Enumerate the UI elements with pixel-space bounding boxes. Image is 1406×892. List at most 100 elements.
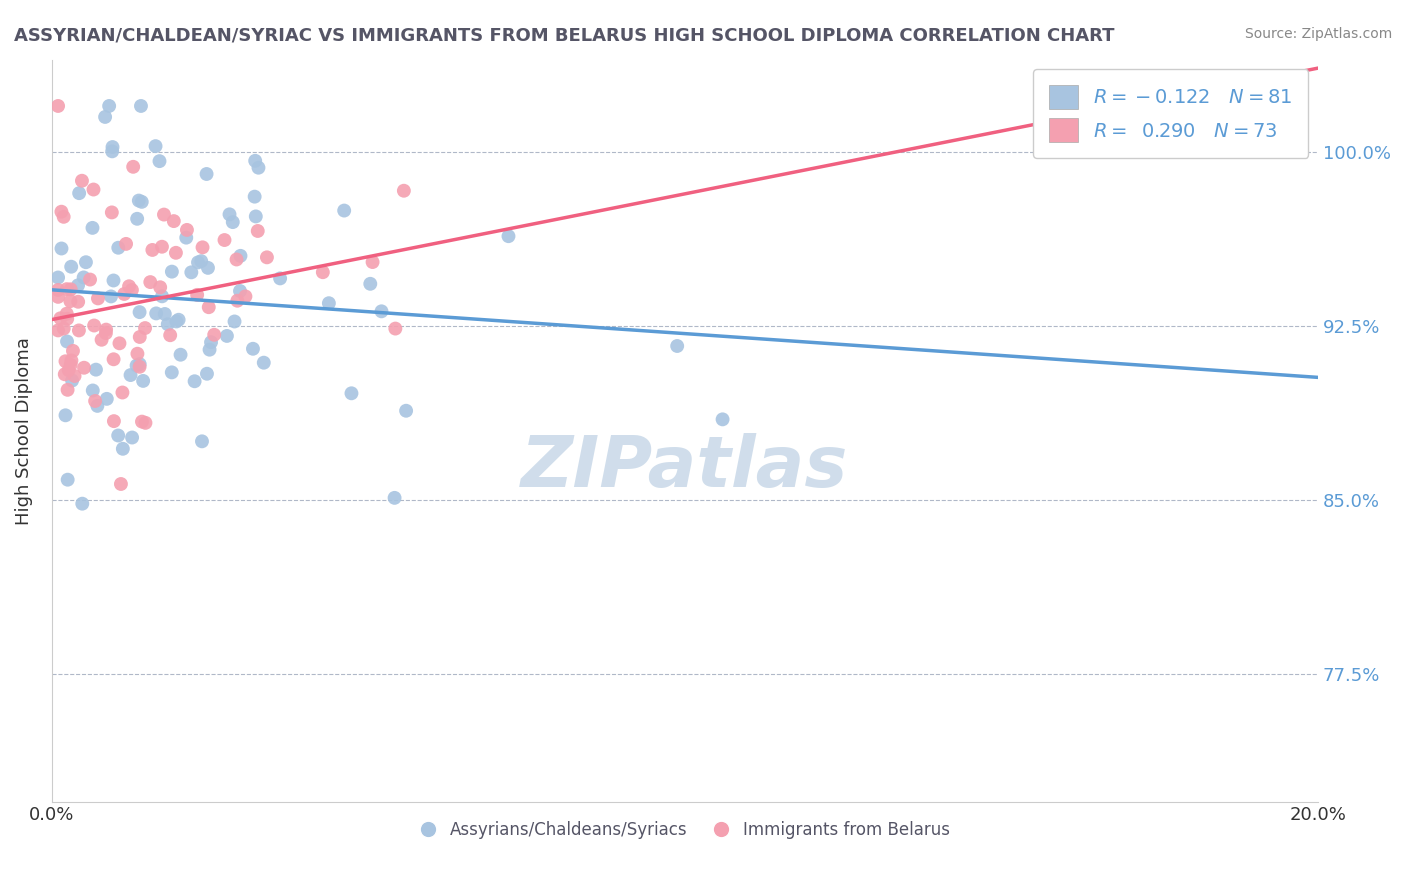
Text: ASSYRIAN/CHALDEAN/SYRIAC VS IMMIGRANTS FROM BELARUS HIGH SCHOOL DIPLOMA CORRELAT: ASSYRIAN/CHALDEAN/SYRIAC VS IMMIGRANTS F… bbox=[14, 27, 1115, 45]
Point bbox=[245, 210, 267, 224]
Point bbox=[145, 139, 167, 153]
Point bbox=[215, 329, 238, 343]
Point bbox=[84, 394, 107, 409]
Point bbox=[160, 265, 183, 279]
Point bbox=[225, 252, 247, 267]
Point bbox=[141, 243, 163, 257]
Point bbox=[67, 323, 90, 337]
Point bbox=[195, 167, 218, 181]
Point bbox=[226, 293, 249, 308]
Point bbox=[247, 161, 270, 175]
Point bbox=[96, 392, 118, 406]
Point bbox=[340, 386, 363, 401]
Point bbox=[56, 334, 79, 349]
Point bbox=[90, 333, 112, 347]
Point bbox=[128, 359, 150, 374]
Point bbox=[218, 207, 240, 221]
Point bbox=[318, 296, 340, 310]
Point bbox=[67, 294, 90, 309]
Point bbox=[246, 224, 269, 238]
Point bbox=[46, 99, 69, 113]
Point bbox=[70, 174, 93, 188]
Point bbox=[245, 153, 267, 168]
Point bbox=[243, 189, 266, 203]
Point bbox=[75, 255, 97, 269]
Point bbox=[59, 294, 82, 309]
Point bbox=[498, 229, 520, 244]
Point bbox=[63, 368, 86, 383]
Point bbox=[82, 384, 104, 398]
Point bbox=[191, 434, 214, 449]
Point bbox=[127, 211, 149, 226]
Y-axis label: High School Diploma: High School Diploma bbox=[15, 336, 32, 524]
Point bbox=[132, 374, 155, 388]
Point bbox=[128, 330, 150, 344]
Point bbox=[174, 230, 197, 244]
Point bbox=[169, 348, 191, 362]
Point bbox=[222, 215, 245, 229]
Point bbox=[180, 265, 202, 279]
Point bbox=[67, 278, 90, 293]
Point bbox=[86, 399, 108, 413]
Point bbox=[103, 352, 125, 367]
Point bbox=[197, 300, 219, 314]
Point bbox=[253, 356, 276, 370]
Point bbox=[134, 416, 156, 430]
Point bbox=[131, 194, 153, 209]
Point bbox=[202, 327, 225, 342]
Point bbox=[224, 314, 246, 328]
Point bbox=[370, 304, 392, 318]
Point bbox=[183, 374, 205, 388]
Point bbox=[94, 323, 117, 337]
Point bbox=[101, 140, 124, 154]
Legend: Assyrians/Chaldeans/Syriacs, Immigrants from Belarus: Assyrians/Chaldeans/Syriacs, Immigrants … bbox=[413, 814, 956, 846]
Point bbox=[107, 428, 129, 442]
Point bbox=[195, 367, 218, 381]
Point bbox=[46, 283, 69, 297]
Point bbox=[51, 242, 73, 256]
Point bbox=[312, 265, 335, 279]
Point bbox=[359, 277, 381, 291]
Point bbox=[51, 204, 73, 219]
Point bbox=[121, 283, 143, 297]
Point bbox=[128, 194, 150, 208]
Point bbox=[256, 250, 278, 264]
Point bbox=[60, 353, 83, 368]
Point bbox=[62, 343, 84, 358]
Point bbox=[167, 312, 190, 326]
Point bbox=[395, 403, 418, 417]
Point bbox=[156, 317, 179, 331]
Point bbox=[59, 358, 82, 372]
Point bbox=[153, 208, 176, 222]
Point bbox=[121, 430, 143, 444]
Point bbox=[83, 318, 105, 333]
Point bbox=[269, 271, 291, 285]
Point bbox=[107, 241, 129, 255]
Point bbox=[112, 287, 135, 301]
Point bbox=[159, 328, 181, 343]
Point bbox=[103, 414, 125, 428]
Point bbox=[127, 347, 149, 361]
Point bbox=[711, 412, 734, 426]
Point bbox=[56, 383, 79, 397]
Point bbox=[46, 323, 69, 337]
Point bbox=[111, 442, 134, 456]
Point bbox=[52, 210, 75, 224]
Point bbox=[58, 363, 80, 377]
Point bbox=[361, 255, 384, 269]
Point bbox=[49, 311, 72, 326]
Point bbox=[73, 360, 96, 375]
Text: ZIPatlas: ZIPatlas bbox=[522, 434, 849, 502]
Point bbox=[198, 343, 221, 357]
Point bbox=[148, 154, 170, 169]
Point bbox=[131, 415, 153, 429]
Point bbox=[82, 220, 104, 235]
Point bbox=[200, 335, 222, 350]
Point bbox=[52, 321, 75, 335]
Point bbox=[139, 275, 162, 289]
Point bbox=[125, 359, 148, 373]
Point bbox=[163, 214, 186, 228]
Point bbox=[229, 284, 252, 298]
Point bbox=[115, 236, 138, 251]
Point bbox=[392, 184, 415, 198]
